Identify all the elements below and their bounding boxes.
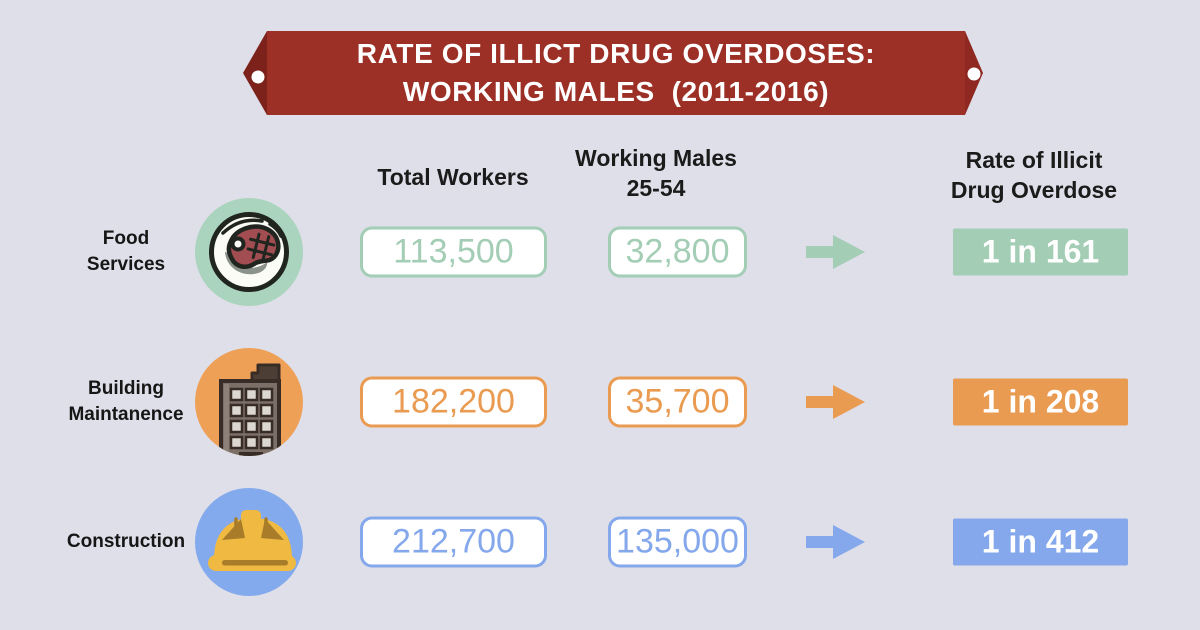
row-label-food-services: Food Services — [20, 226, 232, 278]
food-total-workers-box: 113,500 — [360, 226, 547, 278]
construction-rate-badge: 1 in 412 — [953, 518, 1128, 566]
rate-header-line1: Rate of Illicit — [965, 147, 1103, 173]
construction-working-males-value: 135,000 — [616, 522, 739, 561]
construction-rate-value: 1 in 412 — [981, 523, 1100, 560]
banner-title: RATE OF ILLICT DRUG OVERDOSES: WORKING M… — [267, 31, 965, 115]
construction-arrow-right-icon — [806, 524, 866, 560]
row-label-building-maintanence: Building Maintanence — [20, 376, 232, 428]
building-icon — [219, 363, 281, 456]
food-rate-badge: 1 in 161 — [953, 228, 1128, 276]
rate-header-line2: Drug Overdose — [950, 177, 1118, 203]
total-workers-header-text: Total Workers — [377, 164, 529, 190]
ribbon-grommet-left — [251, 70, 265, 84]
building-working-males-value: 35,700 — [625, 382, 730, 421]
row-label-line1: Building — [88, 378, 164, 399]
food-rate-value: 1 in 161 — [981, 233, 1100, 270]
row-label-line1: Food — [102, 228, 150, 249]
ribbon-body — [267, 31, 965, 115]
food-arrow-right-icon — [806, 234, 866, 270]
working-males-header-line1: Working Males — [575, 145, 737, 171]
column-header-working-males: Working Males 25-54 — [556, 143, 756, 203]
steak-plate-icon — [209, 212, 289, 292]
building-rate-value: 1 in 208 — [981, 383, 1100, 420]
building-total-workers-box: 182,200 — [360, 376, 547, 428]
construction-total-workers-value: 212,700 — [392, 522, 515, 561]
row-construction: Construction 212,700 135,000 1 i — [0, 487, 1200, 597]
row-label-construction: Construction — [20, 529, 232, 555]
food-working-males-box: 32,800 — [608, 226, 747, 278]
building-working-males-box: 35,700 — [608, 376, 747, 428]
banner-title-line2: WORKING MALES (2011-2016) — [402, 76, 830, 107]
title-banner: RATE OF ILLICT DRUG OVERDOSES: WORKING M… — [240, 28, 986, 120]
row-label-line2: Services — [86, 254, 166, 275]
construction-icon-circle — [195, 488, 303, 596]
ribbon-grommet-right — [967, 67, 981, 81]
food-total-workers-value: 113,500 — [393, 232, 514, 271]
construction-working-males-box: 135,000 — [608, 516, 747, 568]
row-building-maintanence: Building Maintanence — [0, 347, 1200, 457]
column-header-rate: Rate of Illicit Drug Overdose — [924, 145, 1144, 205]
building-maintanence-icon-circle — [195, 348, 303, 456]
row-label-line1: Construction — [66, 531, 186, 552]
building-total-workers-value: 182,200 — [392, 382, 515, 421]
ribbon-banner-graphic — [243, 31, 983, 115]
construction-total-workers-box: 212,700 — [360, 516, 547, 568]
row-food-services: Food Services 113,500 — [0, 197, 1200, 307]
building-arrow-right-icon — [806, 384, 866, 420]
working-males-header-line2: 25-54 — [626, 175, 686, 201]
food-working-males-value: 32,800 — [625, 232, 730, 271]
building-rate-badge: 1 in 208 — [953, 378, 1128, 426]
column-header-total-workers: Total Workers — [340, 147, 566, 207]
banner-title-line1: RATE OF ILLICT DRUG OVERDOSES: — [356, 38, 876, 69]
food-services-icon-circle — [195, 198, 303, 306]
hard-hat-icon — [208, 510, 296, 571]
row-label-line2: Maintanence — [68, 404, 184, 425]
